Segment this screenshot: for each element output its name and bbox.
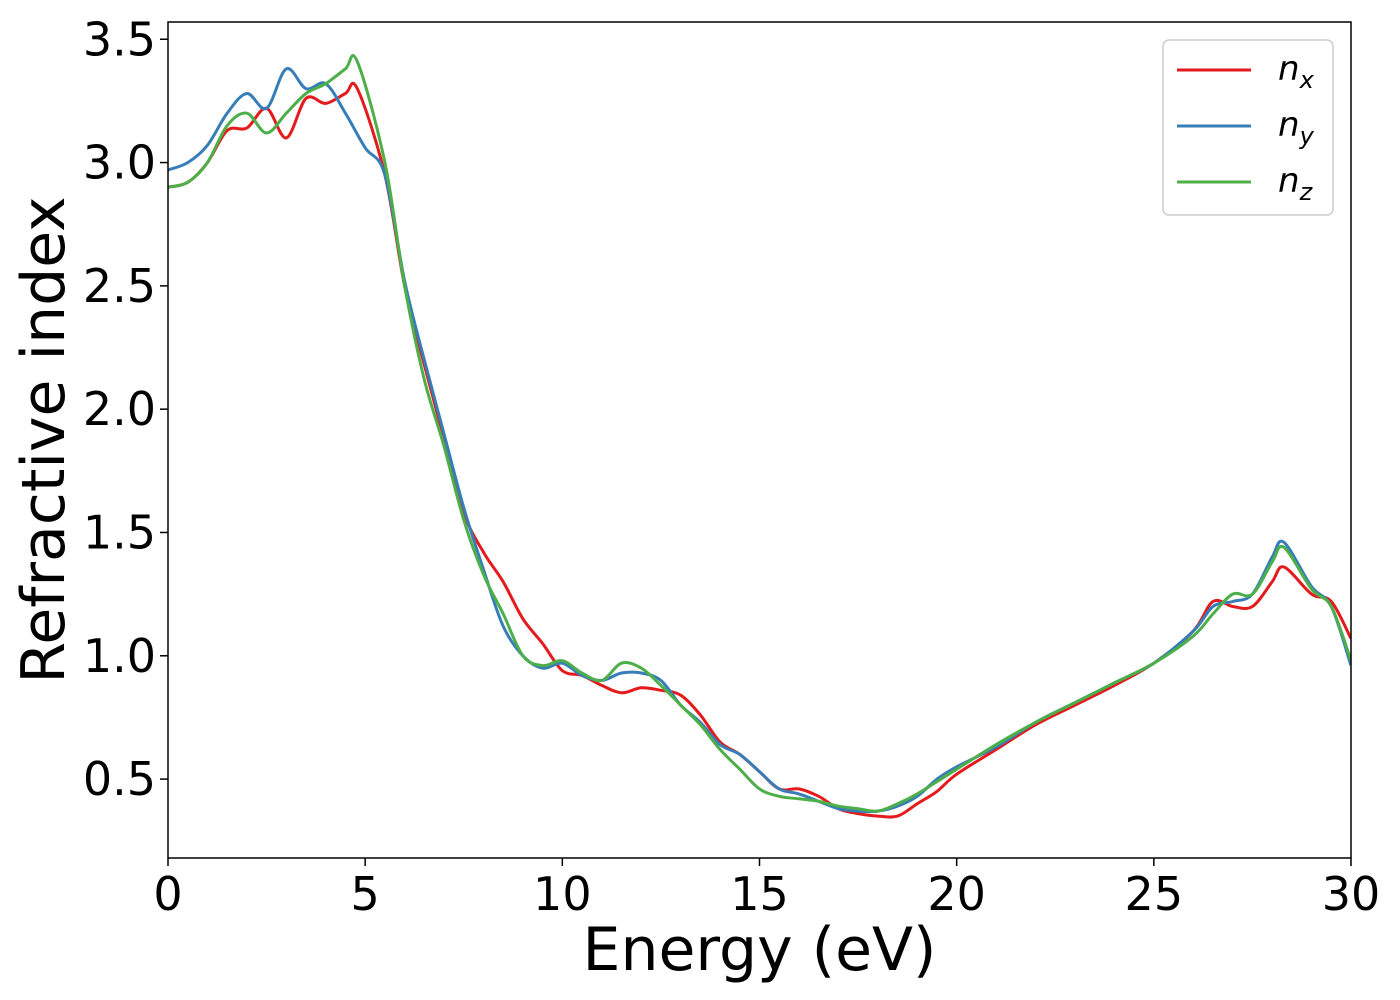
legend-label-main: n — [1278, 105, 1300, 145]
y-tick-label: 2.5 — [83, 259, 156, 313]
y-axis-ticks: 0.5 1.0 1.5 2.0 2.5 3.0 3.5 — [83, 12, 168, 806]
y-tick-label: 3.0 — [83, 136, 156, 190]
x-tick-label: 0 — [153, 867, 182, 921]
legend-label-subscript: y — [1299, 122, 1315, 150]
legend-label-x: nx — [1278, 49, 1315, 94]
x-tick-label: 15 — [730, 867, 789, 921]
y-tick-label: 1.0 — [83, 629, 156, 683]
legend-label-z: nz — [1278, 161, 1314, 206]
x-axis-label: Energy (eV) — [583, 915, 937, 985]
series-line-n-z — [168, 54, 1351, 813]
y-axis-label: Refractive index — [9, 196, 79, 683]
legend-label-subscript: x — [1299, 66, 1315, 94]
legend-label-main: n — [1278, 49, 1300, 89]
x-tick-label: 25 — [1125, 867, 1184, 921]
series-layer — [168, 54, 1351, 819]
legend-label-subscript: z — [1299, 178, 1314, 206]
x-tick-label: 20 — [927, 867, 986, 921]
y-tick-label: 1.5 — [83, 505, 156, 559]
y-tick-label: 3.5 — [83, 12, 156, 66]
x-tick-label: 10 — [533, 867, 592, 921]
legend-label-y: ny — [1278, 105, 1315, 150]
legend-label-main: n — [1278, 161, 1300, 201]
x-tick-label: 5 — [351, 867, 380, 921]
y-tick-label: 0.5 — [83, 752, 156, 806]
x-axis-ticks: 0 5 10 15 20 25 30 — [153, 858, 1380, 921]
x-tick-label: 30 — [1322, 867, 1381, 921]
y-tick-label: 2.0 — [83, 382, 156, 436]
